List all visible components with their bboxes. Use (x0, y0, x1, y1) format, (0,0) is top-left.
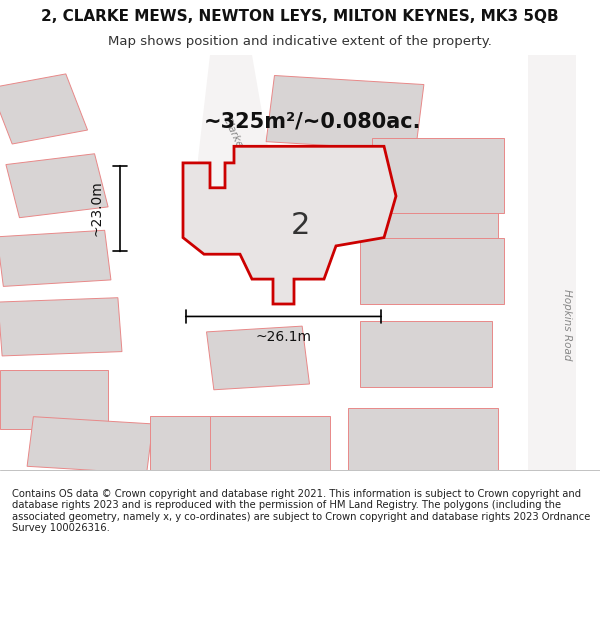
Text: 2, CLARKE MEWS, NEWTON LEYS, MILTON KEYNES, MK3 5QB: 2, CLARKE MEWS, NEWTON LEYS, MILTON KEYN… (41, 9, 559, 24)
Polygon shape (528, 55, 576, 470)
Text: Map shows position and indicative extent of the property.: Map shows position and indicative extent… (108, 35, 492, 48)
Polygon shape (6, 154, 108, 218)
Text: Clarke Mews: Clarke Mews (221, 114, 259, 178)
Text: Contains OS data © Crown copyright and database right 2021. This information is : Contains OS data © Crown copyright and d… (12, 489, 590, 533)
Polygon shape (0, 371, 108, 429)
Polygon shape (266, 76, 424, 151)
Polygon shape (27, 417, 153, 474)
Polygon shape (198, 55, 270, 242)
Text: Hopkins Road: Hopkins Road (562, 289, 572, 361)
Text: ~26.1m: ~26.1m (256, 330, 311, 344)
Polygon shape (316, 161, 452, 223)
Polygon shape (183, 146, 396, 304)
Text: 2: 2 (290, 211, 310, 239)
Polygon shape (372, 138, 504, 212)
Polygon shape (360, 238, 504, 304)
Polygon shape (210, 416, 330, 470)
Polygon shape (0, 230, 111, 286)
Text: ~325m²/~0.080ac.: ~325m²/~0.080ac. (203, 111, 421, 131)
Polygon shape (348, 408, 498, 470)
Polygon shape (0, 74, 88, 144)
Polygon shape (360, 321, 492, 387)
Polygon shape (330, 167, 498, 242)
Text: ~23.0m: ~23.0m (89, 181, 103, 236)
Polygon shape (206, 326, 310, 390)
Polygon shape (150, 416, 258, 470)
Polygon shape (0, 298, 122, 356)
